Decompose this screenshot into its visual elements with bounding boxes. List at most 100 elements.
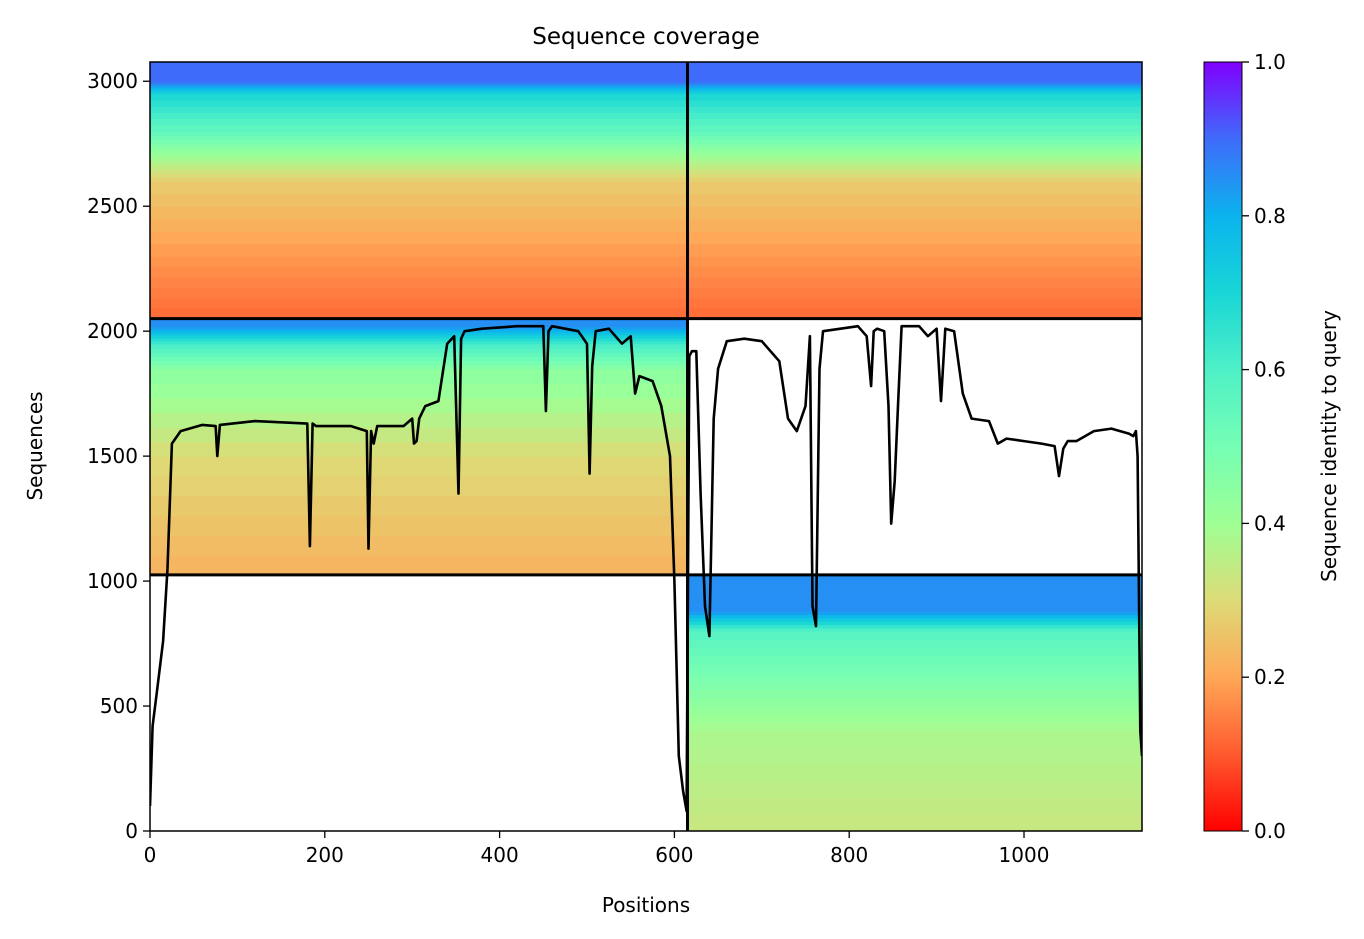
block-3-band-0-5	[687, 731, 1142, 749]
block-2-band-0-4	[150, 475, 688, 497]
block-3-band-2-4	[687, 639, 1142, 649]
block-1-band-0-1	[687, 297, 1142, 309]
block-1-band-6-3	[687, 68, 1142, 73]
block-2-band-3-1	[150, 337, 688, 342]
block-0-band-2-5	[150, 156, 688, 161]
block-2-band-4-1	[150, 323, 688, 326]
block-2-band-2-0	[150, 364, 688, 370]
block-2-band-2-3	[150, 352, 688, 357]
block-3-band-2-1	[687, 664, 1142, 674]
block-3-band-1-3	[687, 697, 1142, 707]
block-2-band-0-3	[150, 495, 688, 517]
x-axis-ticks: 0 200 400 600 800 1000	[144, 831, 1050, 867]
block-3-band-4-0	[687, 605, 1142, 612]
block-1-band-0-4	[687, 266, 1142, 278]
colorbar-tick-label-4: 0.8	[1254, 204, 1286, 228]
block-2-band-0-2	[150, 515, 688, 536]
block-0-band-0-0	[150, 308, 688, 320]
block-3-band-3-3	[687, 617, 1142, 622]
block-3-band-2-0	[687, 672, 1142, 682]
block-1-band-3-4	[687, 135, 1142, 141]
block-0-band-5-1	[150, 89, 688, 93]
block-2-band-4-4	[150, 319, 688, 322]
block-3-band-0-1	[687, 797, 1142, 815]
colorbar-tick-label-2: 0.4	[1254, 511, 1286, 535]
block-0-band-5-2	[150, 87, 688, 91]
block-1-band-2-0	[687, 177, 1142, 182]
block-1-band-1-2	[687, 218, 1142, 232]
colorbar-tick-label-5: 1.0	[1254, 50, 1286, 74]
y-axis-label: Sequences	[23, 391, 47, 500]
block-0-band-2-1	[150, 172, 688, 178]
coverage-blocks	[150, 62, 1142, 831]
block-1-band-1-5	[687, 181, 1142, 195]
block-0-band-4-5	[150, 93, 688, 101]
block-0-band-3-4	[150, 135, 688, 141]
block-0-band-1-3	[150, 206, 688, 220]
block-2-band-4-0	[150, 324, 688, 327]
coverage-line	[150, 324, 1142, 813]
colorbar-tick-label-1: 0.2	[1254, 665, 1286, 689]
block-2-band-0-5	[150, 456, 688, 477]
colorbar-tick-label-3: 0.6	[1254, 358, 1286, 382]
block-0-band-3-0	[150, 152, 688, 157]
block-0-band-4-3	[150, 106, 688, 113]
colorbar-ticks: 0.0 0.2 0.4 0.6 0.8 1.0	[1242, 50, 1286, 843]
block-3-band-4-3	[687, 586, 1142, 594]
block-0-band-2-0	[150, 177, 688, 182]
block-1-band-5-5	[687, 81, 1142, 84]
block-0-band-2-3	[150, 164, 688, 170]
block-1-band-2-1	[687, 172, 1142, 178]
block-3-band-4-2	[687, 593, 1142, 600]
block-0-band-5-4	[150, 83, 688, 86]
block-3-band-0-2	[687, 781, 1142, 799]
block-2-band-3-0	[150, 340, 688, 345]
block-1-band-2-2	[687, 168, 1142, 174]
block-1-band-4-1	[687, 118, 1142, 126]
block-1-band-1-3	[687, 206, 1142, 220]
block-2-band-0-1	[150, 535, 688, 556]
block-1-band-5-1	[687, 89, 1142, 93]
block-1-band-6-4	[687, 65, 1142, 69]
block-1-band-4-4	[687, 100, 1142, 107]
block-3-band-4-5	[687, 574, 1142, 582]
block-3-band-2-5	[687, 631, 1142, 640]
block-3-band-0-4	[687, 747, 1142, 765]
block-2-band-2-1	[150, 360, 688, 366]
block-3-band-3-1	[687, 624, 1142, 629]
block-2-band-1-0	[150, 441, 688, 457]
block-1-band-1-4	[687, 193, 1142, 207]
colorbar-tick-label-0: 0.0	[1254, 819, 1286, 843]
x-axis-label: Positions	[602, 893, 690, 917]
x-tick-label-4: 800	[830, 843, 868, 867]
block-2-band-4-2	[150, 322, 688, 325]
block-0-band-3-2	[150, 143, 688, 149]
block-3-band-4-1	[687, 599, 1142, 606]
block-1-band-4-3	[687, 106, 1142, 113]
x-tick-label-5: 1000	[999, 843, 1050, 867]
block-1-band-1-1	[687, 231, 1142, 245]
plot-frame	[149, 61, 1143, 832]
block-0-band-0-2	[150, 287, 688, 299]
block-0-band-2-4	[150, 160, 688, 166]
y-tick-label-4: 2000	[87, 319, 138, 343]
block-0-band-0-5	[150, 256, 688, 268]
block-0-band-4-0	[150, 125, 688, 132]
block-1-band-4-5	[687, 93, 1142, 101]
block-2-band-3-4	[150, 329, 688, 333]
block-0-band-1-1	[150, 231, 688, 245]
block-1-band-4-2	[687, 112, 1142, 120]
block-3-band-3-4	[687, 614, 1142, 619]
block-0-band-6-3	[150, 68, 688, 73]
block-0-band-6-4	[150, 65, 688, 69]
block-1-band-5-4	[687, 83, 1142, 86]
block-1-band-2-3	[687, 164, 1142, 170]
block-2-band-2-5	[150, 343, 688, 349]
block-1-band-3-3	[687, 139, 1142, 145]
block-0-band-6-1	[150, 74, 688, 79]
block-1-band-3-0	[687, 152, 1142, 157]
block-2-band-3-3	[150, 332, 688, 336]
block-2-band-3-2	[150, 334, 688, 339]
block-3-band-1-5	[687, 681, 1142, 690]
block-1-band-4-0	[687, 125, 1142, 132]
